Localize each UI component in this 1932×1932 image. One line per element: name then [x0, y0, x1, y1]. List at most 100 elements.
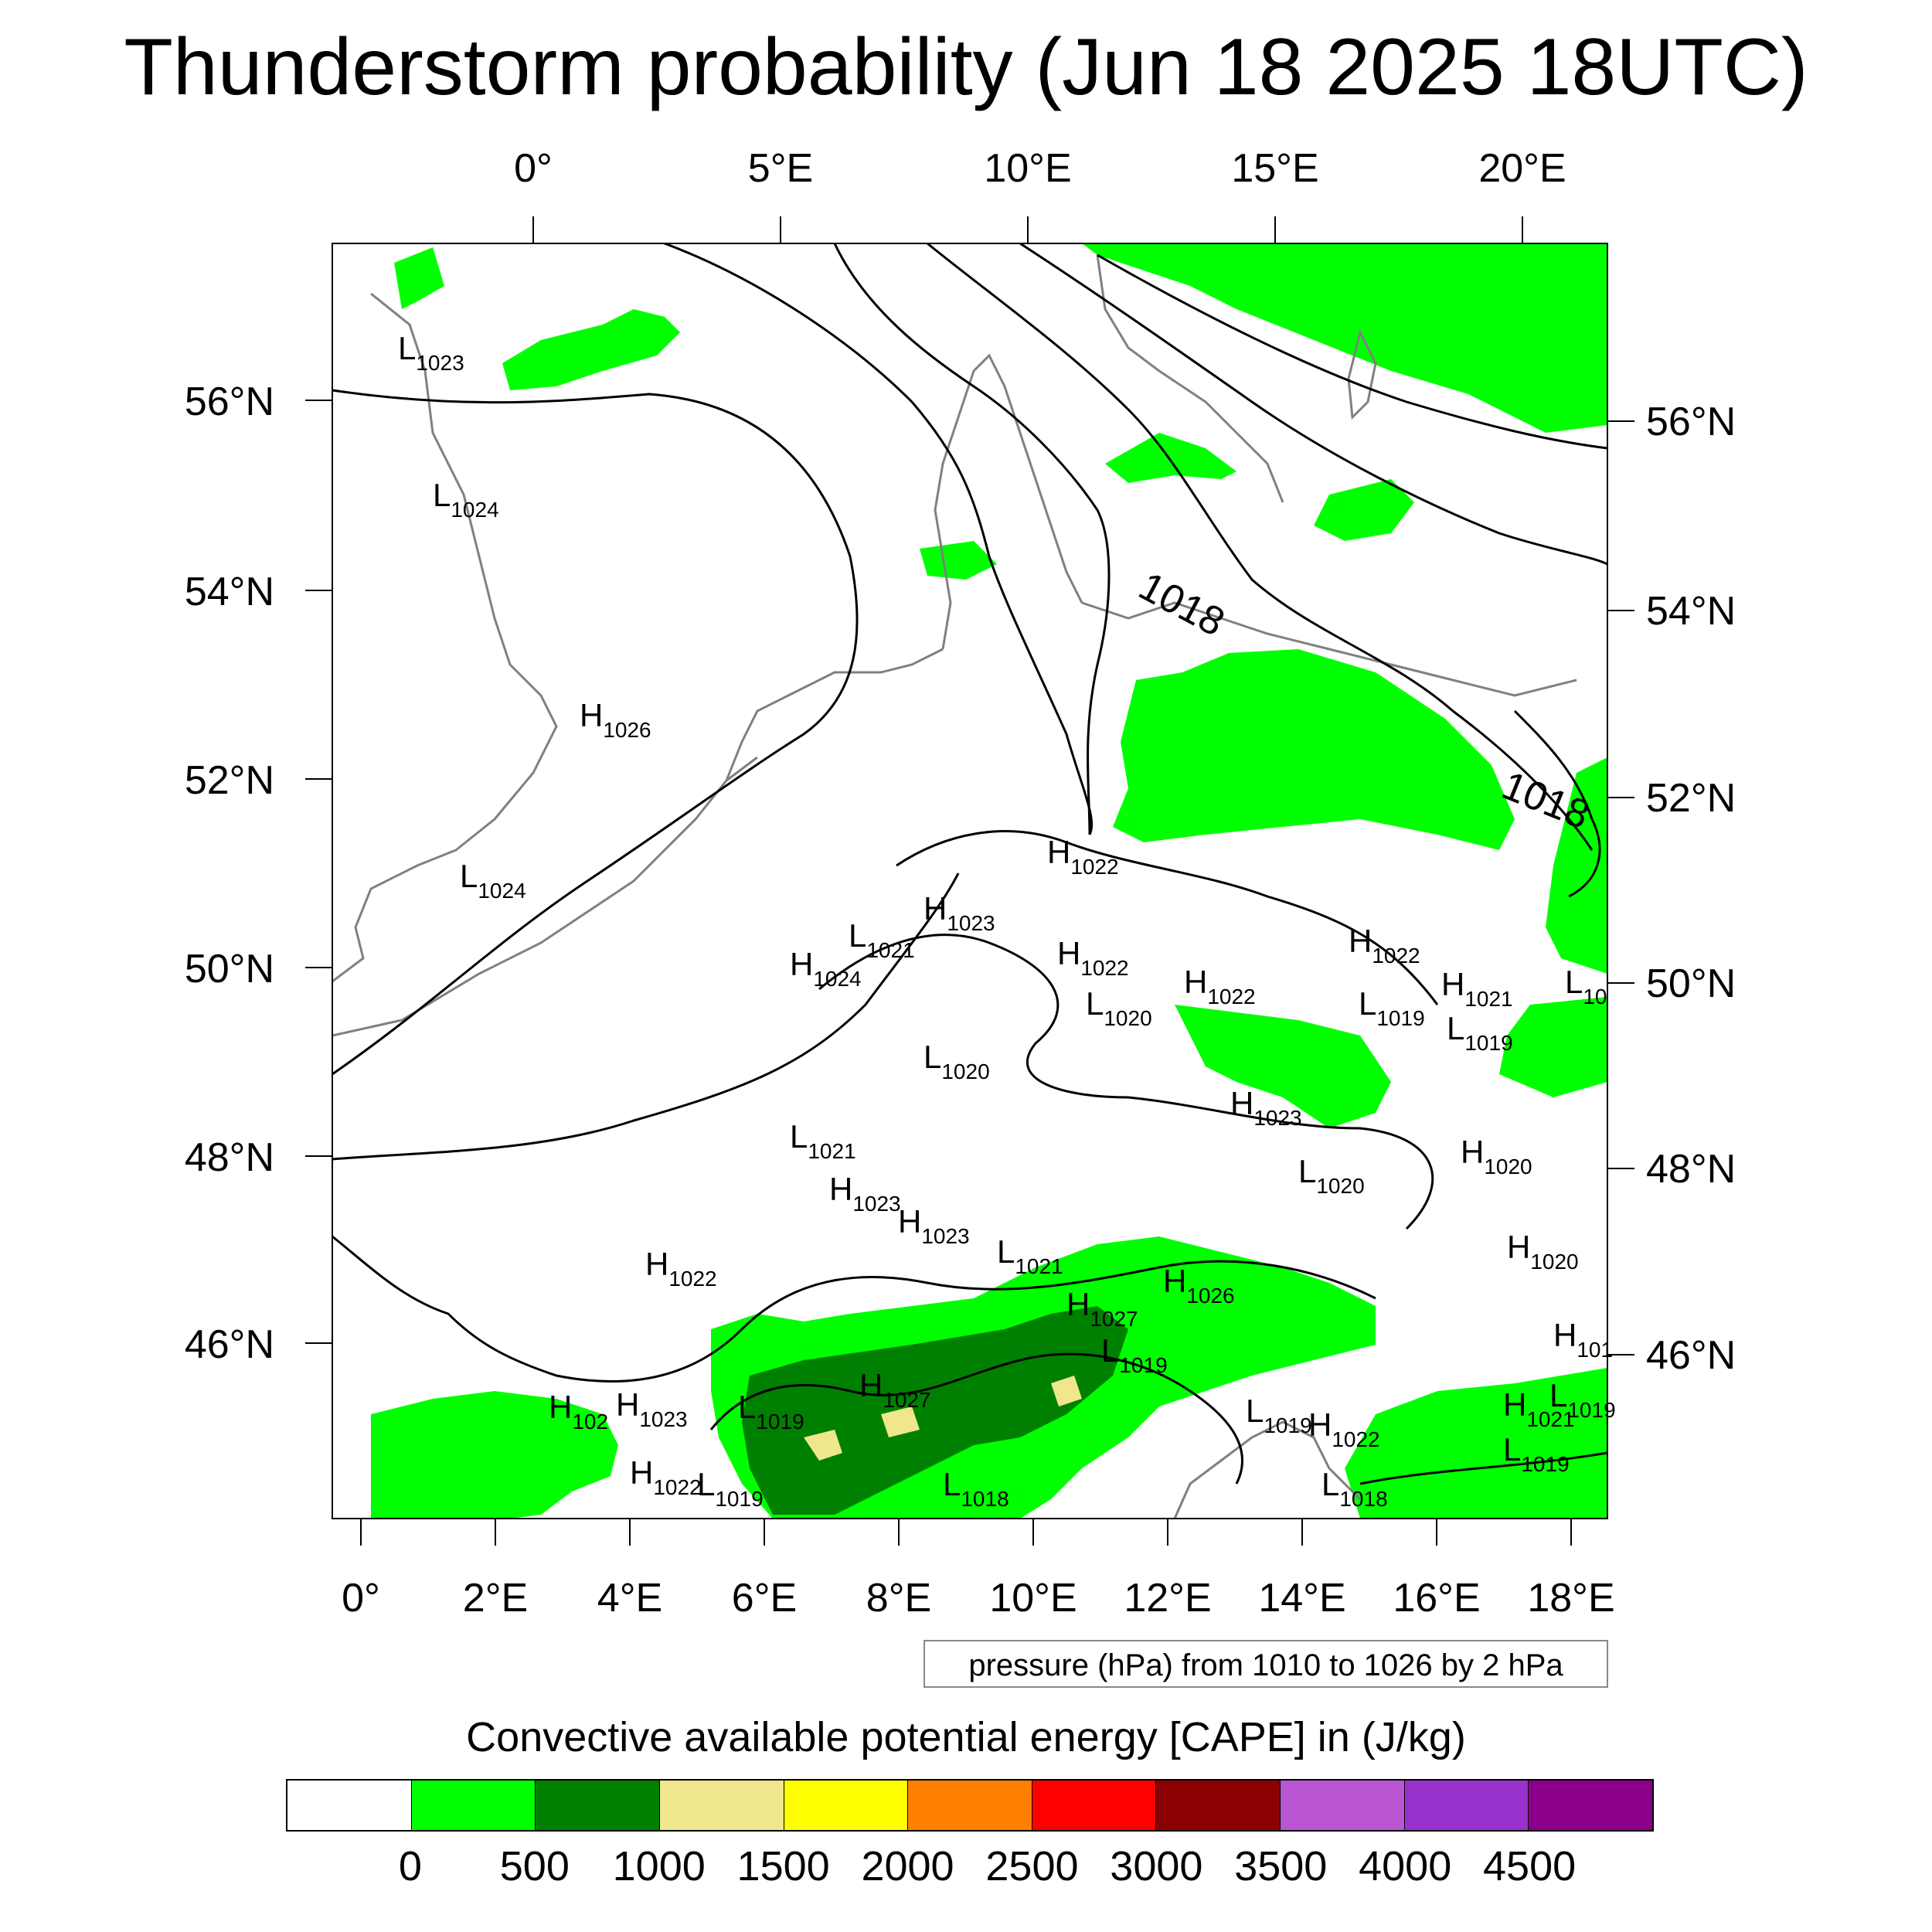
- high-pressure-label: H1022: [1047, 834, 1119, 879]
- low-pressure-label: L1019: [1359, 985, 1425, 1030]
- lat-label-right: 54°N: [1646, 589, 1736, 634]
- high-pressure-label: H1022: [630, 1454, 702, 1499]
- low-pressure-label: L1021: [849, 917, 915, 962]
- lat-label-right: 56°N: [1646, 400, 1736, 444]
- coast-sweden: [1096, 254, 1284, 503]
- lat-label-right: 52°N: [1646, 776, 1736, 821]
- low-pressure-label: L1024: [433, 477, 499, 522]
- high-pressure-label: H1022: [1184, 964, 1256, 1009]
- bottom-longitude-labels: 0° 2°E 4°E 6°E 8°E 10°E 12°E 14°E 16°E 1…: [342, 1576, 1615, 1621]
- high-pressure-label: H102: [549, 1389, 608, 1434]
- cape-area-france-south: [371, 1391, 618, 1519]
- coast-france-north: [332, 756, 758, 1037]
- isobars: [332, 243, 1607, 1485]
- cape-area-baltic: [1105, 433, 1236, 483]
- cape-area-alps-high-1: [804, 1430, 842, 1461]
- left-latitude-axis: [305, 400, 332, 1344]
- coastlines: [332, 254, 1577, 1519]
- lon-label-top: 20°E: [1478, 146, 1566, 191]
- map-title: Thunderstorm probability (Jun 18 2025 18…: [124, 22, 1808, 112]
- cape-area-north-sea: [502, 309, 680, 390]
- high-pressure-label: H101: [1553, 1317, 1613, 1362]
- pressure-centers: L1023L1024H1026L1024H1022H1023L1021H1024…: [398, 330, 1616, 1511]
- lat-label-left: 54°N: [185, 570, 274, 614]
- low-pressure-label: L1020: [1086, 985, 1152, 1030]
- lon-label-top: 0°: [514, 146, 553, 191]
- colorbar-swatch: [1281, 1781, 1405, 1830]
- colorbar-swatch: [1032, 1781, 1157, 1830]
- coast-jutland: [934, 353, 1083, 650]
- isobar-alps-2: [709, 1352, 1243, 1485]
- high-pressure-label: H1022: [1057, 935, 1129, 980]
- low-pressure-label: L1020: [923, 1039, 990, 1083]
- high-pressure-label: H1026: [1163, 1263, 1235, 1308]
- lat-label-right: 48°N: [1646, 1147, 1736, 1192]
- bottom-longitude-axis: [360, 1519, 1572, 1546]
- isobar-central-2: [818, 934, 1434, 1230]
- cape-area-alps-high-3: [1051, 1376, 1082, 1406]
- colorbar-swatch: [411, 1781, 536, 1830]
- cape-area-east-poland: [1314, 479, 1414, 541]
- isobar-east-2: [1359, 1451, 1607, 1485]
- lon-label-bottom: 4°E: [597, 1576, 662, 1621]
- isobar-west-1: [332, 872, 960, 1161]
- isobar-central-1: [896, 830, 1439, 1005]
- colorbar-swatch: [1156, 1781, 1281, 1830]
- isobar-alps-1: [332, 1235, 1376, 1383]
- colorbar-tick-label: 3000: [1110, 1843, 1203, 1889]
- colorbar-swatch: [1404, 1781, 1529, 1830]
- high-pressure-label: H1026: [580, 697, 651, 742]
- colorbar-tick-label: 4000: [1359, 1843, 1452, 1889]
- cape-area-slovakia: [1499, 997, 1607, 1097]
- low-pressure-label: L1019: [697, 1466, 764, 1511]
- high-pressure-label: H1023: [898, 1203, 970, 1248]
- high-pressure-label: H1022: [1349, 923, 1420, 968]
- right-latitude-axis: [1607, 420, 1634, 1355]
- isobar-north-4: [927, 243, 1594, 851]
- low-pressure-label: L1019: [1246, 1393, 1312, 1437]
- lat-label-right: 50°N: [1646, 961, 1736, 1006]
- map-frame: [332, 243, 1608, 1519]
- colorbar-swatch: [536, 1781, 660, 1830]
- cape-shading: [371, 243, 1607, 1519]
- cape-area-scotland: [394, 247, 444, 309]
- high-pressure-label: H1021: [1441, 966, 1513, 1011]
- low-pressure-label: L1018: [1321, 1466, 1388, 1511]
- colorbar-swatch: [908, 1781, 1032, 1830]
- pressure-legend-note: pressure (hPa) from 1010 to 1026 by 2 hP…: [923, 1640, 1608, 1688]
- colorbar-tick-label: 0: [398, 1843, 422, 1889]
- colorbar-swatch: [784, 1781, 909, 1830]
- lon-label-bottom: 6°E: [732, 1576, 797, 1621]
- high-pressure-label: H1023: [1230, 1085, 1302, 1130]
- isobar-north-3: [833, 243, 1111, 835]
- lon-label-top: 10°E: [984, 146, 1071, 191]
- colorbar-tick-label: 2000: [861, 1843, 954, 1889]
- lat-label-left: 56°N: [185, 379, 274, 424]
- low-pressure-label: L1019: [1101, 1332, 1168, 1377]
- high-pressure-label: H1020: [1461, 1134, 1532, 1179]
- cape-area-scandinavia: [1082, 243, 1607, 433]
- right-latitude-labels: 56°N 54°N 52°N 50°N 48°N 46°N: [1646, 400, 1736, 1378]
- colorbar-tick-label: 500: [499, 1843, 570, 1889]
- cape-area-poland: [1113, 649, 1515, 850]
- isobar-north-5: [1019, 243, 1607, 566]
- coast-benelux: [725, 648, 944, 781]
- coast-great-britain: [332, 292, 558, 983]
- low-pressure-label: L1020: [1298, 1153, 1365, 1198]
- colorbar: [286, 1779, 1654, 1832]
- high-pressure-label: H1027: [1066, 1286, 1138, 1331]
- colorbar-tick-label: 1000: [612, 1843, 706, 1889]
- low-pressure-label: L1021: [997, 1233, 1063, 1278]
- cape-area-hungary: [1345, 1368, 1607, 1519]
- low-pressure-label: L10: [1565, 964, 1607, 1009]
- high-pressure-label: H1021: [1503, 1386, 1575, 1431]
- colorbar-tick-label: 1500: [736, 1843, 830, 1889]
- lon-label-bottom: 10°E: [989, 1576, 1077, 1621]
- high-pressure-label: H1022: [1308, 1406, 1380, 1451]
- lon-label-bottom: 18°E: [1527, 1576, 1614, 1621]
- high-pressure-label: H1027: [859, 1367, 931, 1412]
- lon-label-top: 15°E: [1231, 146, 1318, 191]
- colorbar-tick-label: 3500: [1234, 1843, 1328, 1889]
- colorbar-swatch: [287, 1781, 412, 1830]
- lat-label-right: 46°N: [1646, 1333, 1736, 1378]
